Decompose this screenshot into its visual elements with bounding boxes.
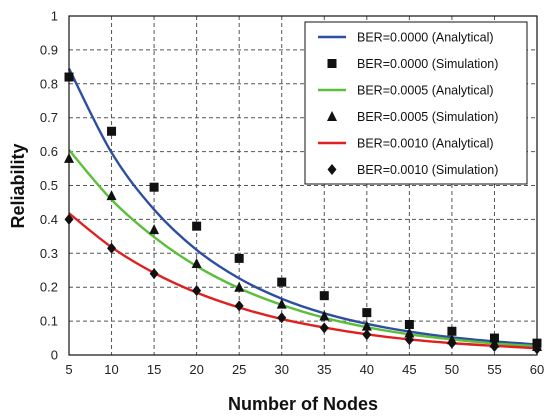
legend-marker-swatch xyxy=(327,111,337,121)
y-tick-label: 0.3 xyxy=(40,246,58,261)
x-tick-label: 30 xyxy=(274,362,288,377)
series-3-point xyxy=(404,327,415,338)
series-1-point xyxy=(234,253,244,263)
series-5-point xyxy=(362,329,372,341)
x-tick-label: 40 xyxy=(360,362,374,377)
series-3-point xyxy=(234,281,245,292)
x-tick-label: 15 xyxy=(147,362,161,377)
series-line-4 xyxy=(68,212,538,350)
series-3-point xyxy=(106,190,117,201)
series-1-point xyxy=(277,277,287,287)
series-5-point xyxy=(489,341,499,353)
series-1-point xyxy=(319,291,329,301)
series-5-point xyxy=(107,242,117,254)
series-1-point xyxy=(447,326,457,336)
legend: BER=0.0000 (Analytical) BER=0.0000 (Simul… xyxy=(304,21,528,185)
x-tick-label: 5 xyxy=(65,362,72,377)
series-3-point xyxy=(149,224,160,235)
y-tick-label: 0.7 xyxy=(40,110,58,125)
plot-frame xyxy=(68,15,538,356)
legend-marker-swatch xyxy=(327,164,337,175)
series-1-point xyxy=(404,319,414,329)
x-tick-labels: 5 10 15 20 25 30 35 40 45 50 55 60 xyxy=(65,362,544,377)
series-5-point xyxy=(192,285,202,297)
legend-label: BER=0.0005 (Simulation) xyxy=(357,110,498,124)
x-tick-label: 60 xyxy=(530,362,544,377)
x-tick-label: 25 xyxy=(232,362,246,377)
legend-label: BER=0.0000 (Simulation) xyxy=(357,57,498,71)
y-tick-label: 0.9 xyxy=(40,42,58,57)
series-1-point xyxy=(149,182,159,192)
legend-label: BER=0.0010 (Simulation) xyxy=(357,163,498,177)
x-tick-label: 55 xyxy=(487,362,501,377)
series-1-point xyxy=(192,221,202,231)
series-5-point xyxy=(319,322,329,334)
series-5-point xyxy=(404,334,414,346)
y-tick-label: 1 xyxy=(51,9,58,24)
series-3-point xyxy=(361,320,372,331)
series-3-point xyxy=(319,310,330,321)
y-tick-labels: 0 0.1 0.2 0.3 0.4 0.5 0.6 0.7 0.8 0.9 1 xyxy=(40,9,58,363)
y-tick-label: 0 xyxy=(51,348,58,363)
legend-box xyxy=(304,21,528,185)
y-tick-label: 0.2 xyxy=(40,280,58,295)
y-tick-label: 0.4 xyxy=(40,212,58,227)
x-axis-title: Number of Nodes xyxy=(228,394,378,414)
y-tick-label: 0.5 xyxy=(40,178,58,193)
legend-label: BER=0.0000 (Analytical) xyxy=(357,31,494,45)
x-tick-label: 50 xyxy=(445,362,459,377)
series-1-point xyxy=(107,126,117,136)
x-tick-label: 10 xyxy=(104,362,118,377)
series-5-point xyxy=(149,268,159,280)
legend-label: BER=0.0005 (Analytical) xyxy=(357,84,494,98)
x-tick-label: 20 xyxy=(189,362,203,377)
x-tick-label: 35 xyxy=(317,362,331,377)
x-tick-label: 45 xyxy=(402,362,416,377)
y-tick-label: 0.6 xyxy=(40,144,58,159)
series-3-point xyxy=(276,298,287,309)
series-5-point xyxy=(447,337,457,349)
y-tick-label: 0.8 xyxy=(40,76,58,91)
series-5-point xyxy=(234,300,244,312)
y-axis-title: Reliability xyxy=(8,143,28,228)
y-tick-label: 0.1 xyxy=(40,314,58,329)
legend-label: BER=0.0010 (Analytical) xyxy=(357,137,494,151)
series-3-point xyxy=(191,257,202,268)
series-1-point xyxy=(362,308,372,318)
legend-marker-swatch xyxy=(327,59,337,68)
series-5-point xyxy=(277,312,287,324)
